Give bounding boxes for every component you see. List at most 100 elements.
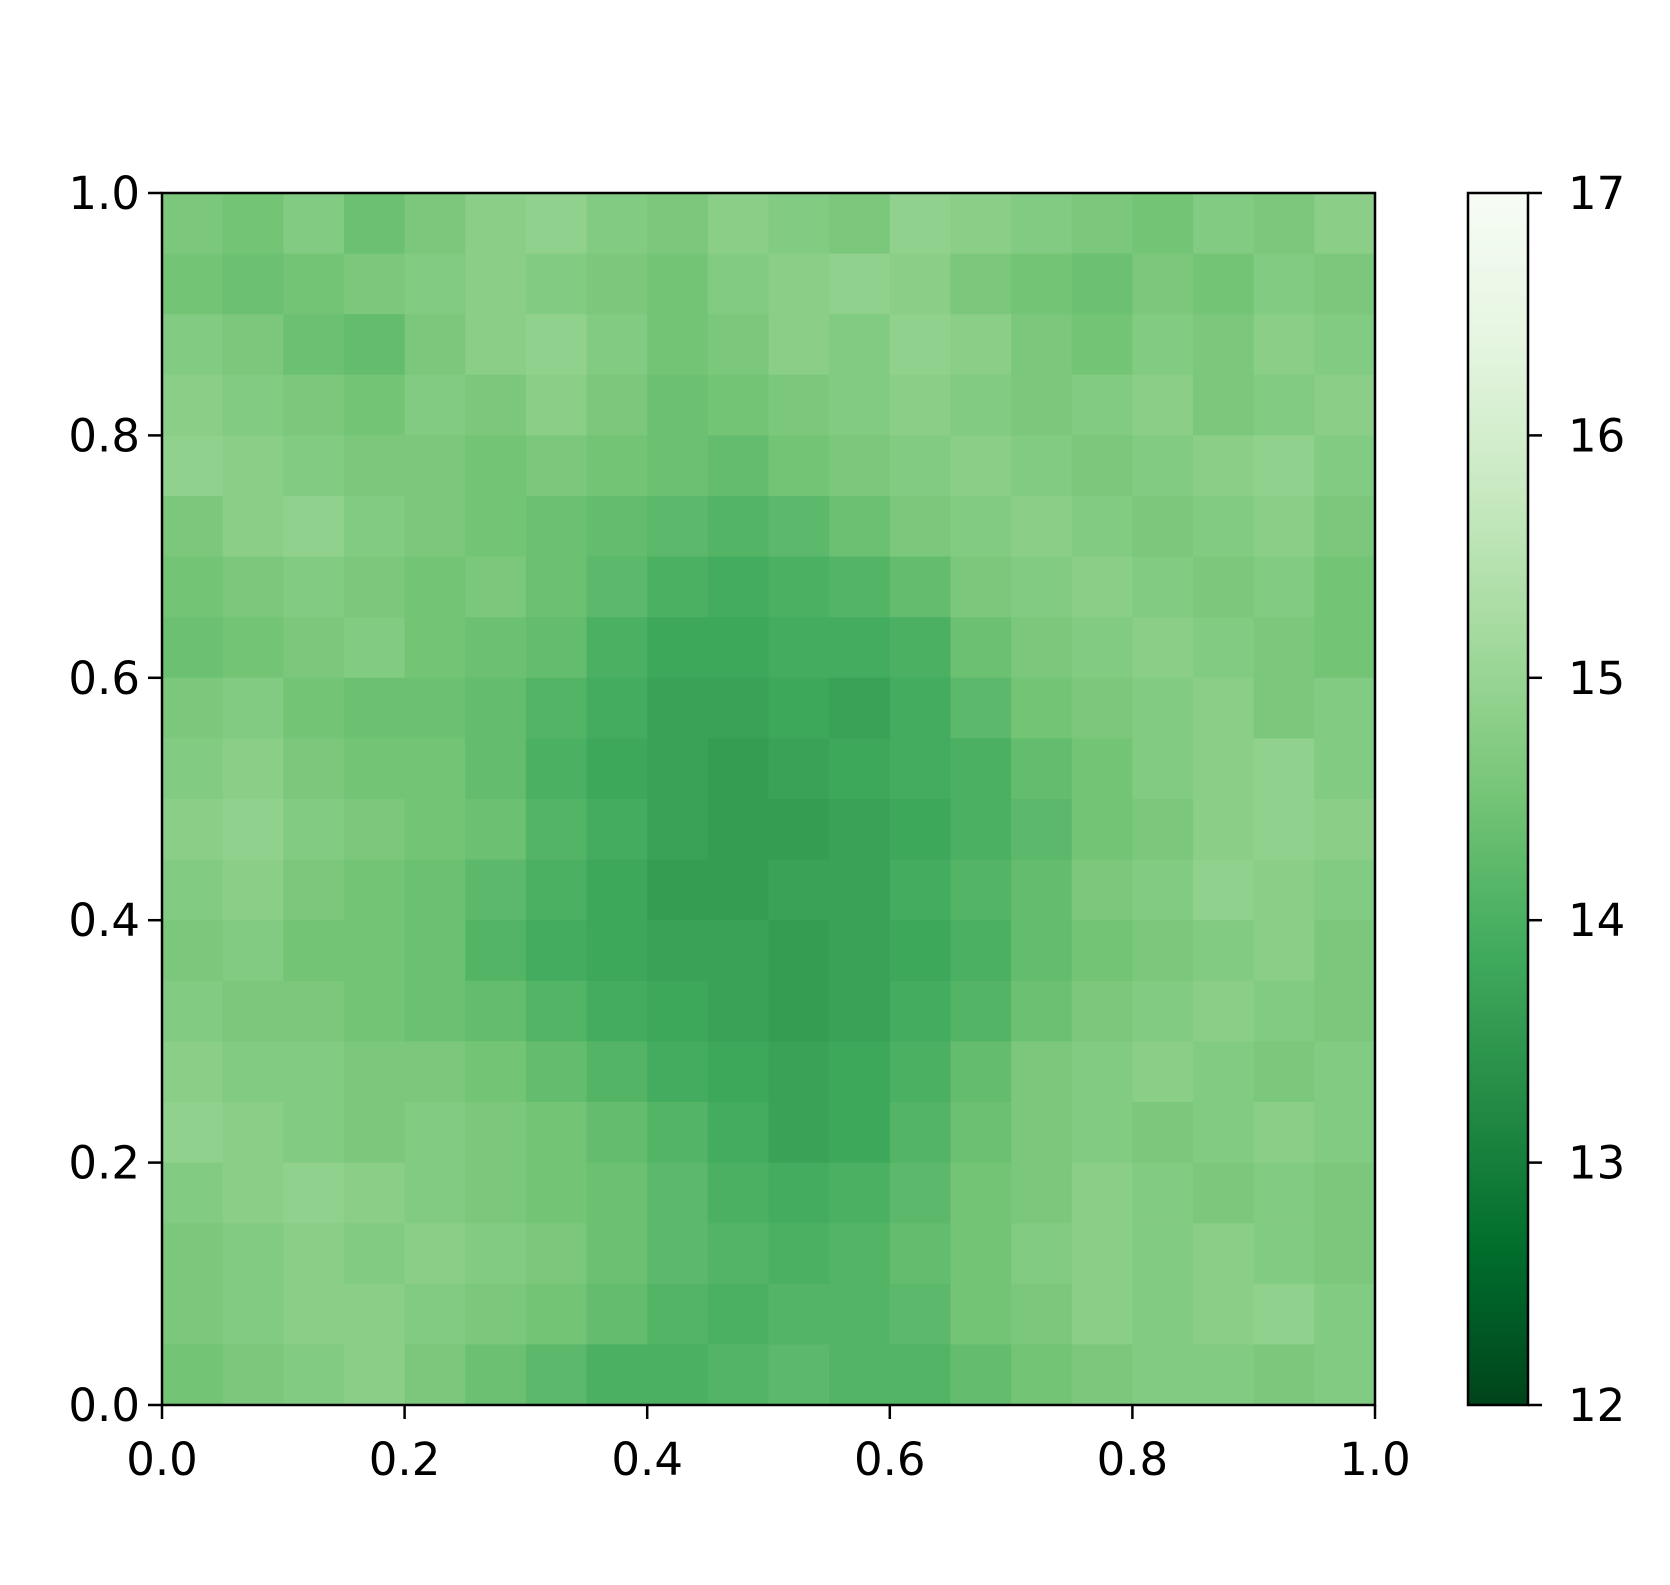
- heatmap-cell: [1011, 920, 1073, 982]
- heatmap-cell: [343, 1041, 406, 1103]
- heatmap-cell: [647, 799, 709, 861]
- heatmap-cell: [1193, 859, 1255, 921]
- heatmap-cell: [586, 1283, 648, 1345]
- heatmap-cell: [465, 920, 527, 982]
- heatmap-cell: [707, 1344, 770, 1406]
- heatmap-cell: [465, 193, 527, 255]
- heatmap-cell: [525, 738, 588, 800]
- heatmap-cell: [465, 435, 527, 497]
- heatmap-cell: [343, 556, 406, 618]
- heatmap-cell: [162, 496, 224, 558]
- heatmap-cell: [1314, 859, 1376, 921]
- y-tick-label: 0.8: [68, 409, 140, 462]
- heatmap-cell: [768, 435, 830, 497]
- heatmap-cell: [1071, 1223, 1133, 1285]
- heatmap-cell: [1314, 677, 1376, 739]
- heatmap-cell: [525, 617, 588, 679]
- heatmap-cell: [222, 799, 284, 861]
- heatmap-cell: [343, 677, 406, 739]
- heatmap-cell: [889, 617, 952, 679]
- heatmap-cell: [1132, 496, 1194, 558]
- heatmap-cell: [768, 374, 830, 436]
- heatmap-cell: [1071, 1102, 1133, 1164]
- heatmap-cell: [222, 1344, 284, 1406]
- heatmap-cell: [525, 677, 588, 739]
- heatmap-cell: [707, 1223, 770, 1285]
- heatmap-cell: [647, 1162, 709, 1224]
- heatmap-cell: [222, 1162, 284, 1224]
- heatmap-cell: [1253, 374, 1315, 436]
- heatmap-cell: [404, 435, 466, 497]
- heatmap-cell: [889, 1102, 952, 1164]
- heatmap-cell: [586, 314, 648, 376]
- heatmap-cell: [1314, 1283, 1376, 1345]
- heatmap-cell: [1011, 314, 1073, 376]
- heatmap-cell: [889, 677, 952, 739]
- heatmap-cell: [1011, 677, 1073, 739]
- heatmap-cell: [950, 1344, 1012, 1406]
- heatmap-cell: [586, 1223, 648, 1285]
- heatmap-cell: [1132, 314, 1194, 376]
- heatmap-cell: [1193, 374, 1255, 436]
- heatmap-cell: [829, 1344, 891, 1406]
- heatmap-cell: [829, 859, 891, 921]
- heatmap-cell: [1071, 1283, 1133, 1345]
- heatmap-cell: [465, 314, 527, 376]
- heatmap-cell: [283, 1283, 345, 1345]
- x-tick-label: 0.6: [854, 1433, 926, 1486]
- heatmap-cell: [343, 193, 406, 255]
- heatmap-cell: [404, 859, 466, 921]
- heatmap-cell: [1193, 1223, 1255, 1285]
- heatmap-cell: [525, 253, 588, 315]
- heatmap-cell: [222, 920, 284, 982]
- heatmap-cell: [283, 1223, 345, 1285]
- heatmap-cell: [950, 920, 1012, 982]
- y-tick-label: 0.4: [68, 894, 140, 947]
- x-tick-label: 0.0: [126, 1433, 198, 1486]
- heatmap-cell: [404, 738, 466, 800]
- heatmap-cell: [222, 1041, 284, 1103]
- heatmap-cell: [1314, 1162, 1376, 1224]
- heatmap-cell: [1314, 1223, 1376, 1285]
- heatmap-cell: [829, 617, 891, 679]
- heatmap-cell: [343, 314, 406, 376]
- heatmap-cell: [404, 556, 466, 618]
- heatmap-cell: [525, 556, 588, 618]
- heatmap-cell: [950, 1041, 1012, 1103]
- heatmap-cell: [1132, 253, 1194, 315]
- heatmap-cell: [465, 1162, 527, 1224]
- heatmap-cell: [465, 980, 527, 1042]
- heatmap-cell: [283, 374, 345, 436]
- heatmap-cell: [707, 1102, 770, 1164]
- heatmap-cell: [586, 677, 648, 739]
- heatmap-cell: [404, 253, 466, 315]
- heatmap-cell: [647, 556, 709, 618]
- heatmap-cell: [525, 859, 588, 921]
- heatmap-cell: [343, 374, 406, 436]
- heatmap-cell: [465, 1344, 527, 1406]
- heatmap-cell: [1132, 920, 1194, 982]
- heatmap-cell: [647, 374, 709, 436]
- heatmap-cell: [343, 920, 406, 982]
- heatmap-cell: [404, 617, 466, 679]
- heatmap-cell: [889, 374, 952, 436]
- heatmap-cell: [1011, 859, 1073, 921]
- heatmap-cell: [162, 920, 224, 982]
- heatmap-cell: [343, 253, 406, 315]
- heatmap-cell: [343, 1283, 406, 1345]
- heatmap-cell: [707, 859, 770, 921]
- heatmap-cell: [707, 374, 770, 436]
- heatmap-cell: [222, 435, 284, 497]
- heatmap-cell: [829, 920, 891, 982]
- heatmap-cell: [829, 314, 891, 376]
- heatmap-cell: [162, 738, 224, 800]
- heatmap-cell: [950, 193, 1012, 255]
- heatmap-cell: [707, 556, 770, 618]
- heatmap-cell: [1253, 1162, 1315, 1224]
- heatmap-cell: [162, 799, 224, 861]
- heatmap-cell: [1314, 920, 1376, 982]
- heatmap-cell: [404, 1283, 466, 1345]
- heatmap-cell: [586, 799, 648, 861]
- heatmap-cell: [586, 617, 648, 679]
- heatmap-cell: [1193, 799, 1255, 861]
